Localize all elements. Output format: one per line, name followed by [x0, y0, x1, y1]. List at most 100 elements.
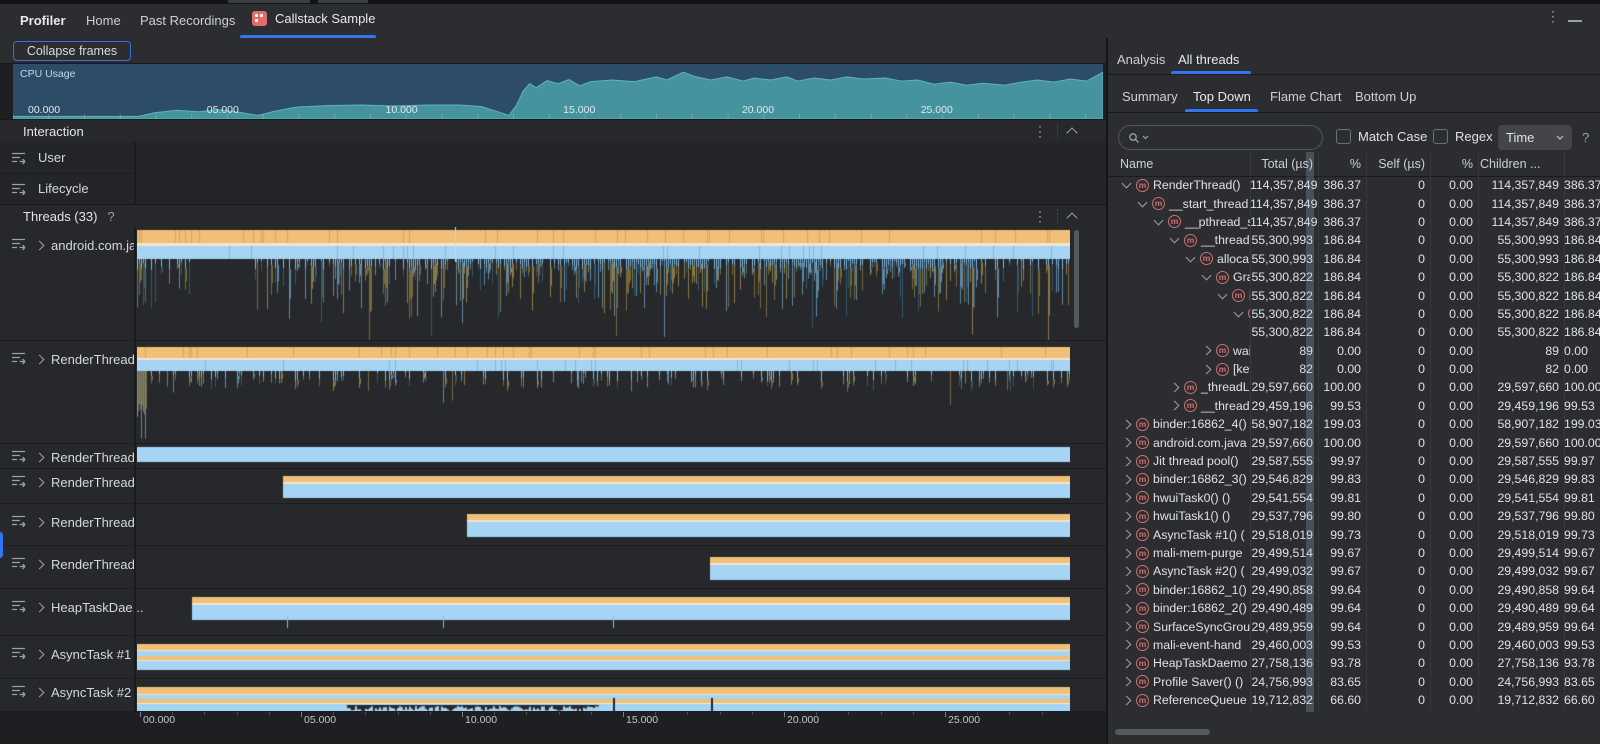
tab-all-threads[interactable]: All threads — [1178, 52, 1240, 67]
table-row[interactable]: m __start_thread 114,357,849 386.37 0 0.00 114… — [1108, 194, 1600, 212]
chevron-collapsed-icon[interactable] — [34, 517, 45, 528]
table-row[interactable]: m binder:16862_4() 58,907,182 199.03 0 0.00 58… — [1108, 415, 1600, 433]
table-row[interactable]: mGra55,300,822186.8400.0055,300,822186.8… — [1108, 268, 1600, 286]
chevron-collapsed-icon[interactable] — [1121, 640, 1132, 650]
collapse-section-icon[interactable] — [1066, 211, 1078, 224]
chevron-collapsed-icon[interactable] — [34, 452, 45, 463]
tree-table-header[interactable]: Name Total (µs)% Self (µs)% Children ... — [1108, 152, 1600, 177]
thread-label[interactable]: HeapTaskDae... — [0, 599, 144, 616]
kebab-menu-icon[interactable]: ⋮ — [1033, 123, 1047, 139]
thread-label[interactable]: AsyncTask #1 — [0, 646, 131, 663]
table-row[interactable]: m __thread 55,300,993 186.84 0 0.00 55,300,993… — [1108, 231, 1600, 249]
table-row[interactable]: m [ke 82 0.00 0 0.00 82 0.00 — [1108, 360, 1600, 378]
thread-row[interactable]: HeapTaskDae... — [0, 589, 1106, 636]
chevron-expanded-icon[interactable] — [1217, 289, 1228, 299]
table-row[interactable]: m binder:16862_3() 29,546,829 99.83 0 0.00 29,… — [1108, 470, 1600, 488]
chevron-expanded-icon[interactable] — [1121, 178, 1132, 189]
table-row[interactable]: m Profile Saver() () 24,756,993 83.65 0 0.00 2… — [1108, 673, 1600, 691]
thread-row[interactable]: RenderThread — [0, 469, 1106, 504]
chevron-collapsed-icon[interactable] — [34, 687, 45, 698]
thread-label[interactable]: RenderThread — [0, 474, 135, 491]
table-row[interactable]: m binder:16862_1() 29,490,858 99.64 0 0.00 29,… — [1108, 581, 1600, 599]
threads-help-icon[interactable]: ? — [107, 209, 115, 224]
chevron-collapsed-icon[interactable] — [1169, 382, 1180, 393]
chevron-collapsed-icon[interactable] — [1121, 419, 1132, 430]
table-row[interactable]: m RenderThread() 114,357,849 386.37 0 0.00 11… — [1108, 176, 1600, 194]
column-header[interactable]: Total (µs) — [1261, 157, 1313, 171]
cpu-usage-chart[interactable]: CPU Usage 00.000 05.000 10.000 15.000 20.000… — [13, 64, 1103, 119]
thread-label[interactable]: android.com.ja... — [0, 237, 147, 254]
chevron-collapsed-icon[interactable] — [34, 559, 45, 570]
chevron-collapsed-icon[interactable] — [1121, 566, 1132, 577]
thread-label[interactable]: RenderThread — [0, 556, 135, 573]
table-row[interactable]: m hwuiTask0() () 29,541,554 99.81 0 0.00 29,54… — [1108, 489, 1600, 507]
thread-track[interactable] — [137, 589, 1070, 635]
chevron-collapsed-icon[interactable] — [1121, 511, 1132, 522]
table-row[interactable]: m HeapTaskDaemo 27,758,136 93.78 0 0.00 27,758… — [1108, 654, 1600, 672]
menu-item-past-recordings[interactable]: Past Recordings — [140, 13, 236, 28]
search-help-icon[interactable]: ? — [1582, 130, 1590, 145]
chevron-collapsed-icon[interactable] — [34, 477, 45, 488]
tab-callstack-sample[interactable]: Callstack Sample — [252, 11, 375, 26]
chevron-collapsed-icon[interactable] — [1201, 345, 1212, 356]
table-row[interactable]: m __thread 29,459,196 99.53 0 0.00 29,459,196 9… — [1108, 397, 1600, 415]
chevron-expanded-icon[interactable] — [1233, 307, 1244, 318]
chevron-collapsed-icon[interactable] — [1121, 584, 1132, 595]
panel-divider[interactable] — [1106, 38, 1108, 744]
chevron-collapsed-icon[interactable] — [1121, 603, 1132, 614]
chevron-collapsed-icon[interactable] — [34, 649, 45, 660]
thread-row[interactable]: RenderThread — [0, 444, 1106, 469]
chevron-expanded-icon[interactable] — [1137, 197, 1148, 208]
thread-track[interactable] — [137, 444, 1070, 468]
thread-track[interactable] — [137, 546, 1070, 588]
time-filter-dropdown[interactable]: Time — [1498, 125, 1572, 150]
tab-analysis[interactable]: Analysis — [1117, 52, 1166, 67]
chevron-collapsed-icon[interactable] — [1121, 474, 1132, 485]
thread-track[interactable] — [137, 636, 1070, 678]
regex-option[interactable]: Regex — [1433, 129, 1493, 144]
table-row[interactable]: m ReferenceQueue 19,712,832 66.60 0 0.00 19,71… — [1108, 691, 1600, 709]
table-row[interactable]: m android.com.java 29,597,660 100.00 0 0.00 29… — [1108, 433, 1600, 451]
thread-label[interactable]: AsyncTask #2 — [0, 684, 131, 701]
chevron-collapsed-icon[interactable] — [1121, 548, 1132, 558]
chevron-collapsed-icon[interactable] — [1121, 456, 1132, 466]
menu-item-home[interactable]: Home — [86, 13, 121, 28]
collapse-frames-button[interactable]: Collapse frames — [13, 41, 131, 61]
column-header[interactable]: Name — [1120, 157, 1154, 171]
chevron-collapsed-icon[interactable] — [34, 602, 45, 613]
column-header[interactable]: % — [1349, 157, 1361, 171]
horizontal-scrollbar[interactable] — [1115, 729, 1210, 735]
thread-track[interactable] — [137, 469, 1070, 503]
table-row[interactable]: m mali-event-hand 29,460,003 99.53 0 0.00 29,4… — [1108, 636, 1600, 654]
chevron-collapsed-icon[interactable] — [1121, 676, 1132, 687]
match-case-checkbox[interactable] — [1336, 129, 1351, 144]
thread-track[interactable] — [137, 341, 1070, 443]
table-row[interactable]: m AsyncTask #1() (29,518,019 99.73 0 0.00 29,… — [1108, 525, 1600, 543]
chevron-collapsed-icon[interactable] — [1121, 658, 1132, 669]
chevron-collapsed-icon[interactable] — [1201, 364, 1212, 375]
thread-row[interactable]: RenderThread — [0, 341, 1106, 444]
interaction-row-lifecycle[interactable]: Lifecycle — [0, 173, 1106, 204]
interaction-section-header[interactable]: Interaction ⋮ — [0, 119, 1106, 144]
chevron-collapsed-icon[interactable] — [1121, 621, 1132, 632]
table-row[interactable]: m alloca 55,300,993 186.84 0 0.00 55,300,993 18… — [1108, 250, 1600, 268]
chevron-collapsed-icon[interactable] — [1169, 400, 1180, 411]
subtab-flame-chart[interactable]: Flame Chart — [1270, 89, 1342, 104]
chevron-expanded-icon[interactable] — [1153, 215, 1164, 226]
chevron-collapsed-icon[interactable] — [1121, 695, 1132, 706]
table-row[interactable]: m _threadL 29,597,660 100.00 0 0.00 29,597,660… — [1108, 378, 1600, 396]
chevron-expanded-icon[interactable] — [1201, 270, 1212, 281]
kebab-menu-icon[interactable]: ⋮ — [1033, 208, 1047, 224]
collapse-section-icon[interactable] — [1066, 126, 1078, 139]
table-row[interactable]: m __pthread_s 114,357,849 386.37 0 0.00 114,35… — [1108, 213, 1600, 231]
table-row[interactable]: m SurfaceSyncGrou 29,489,959 99.64 0 0.00 29,4… — [1108, 617, 1600, 635]
interaction-row-user[interactable]: User — [0, 142, 1106, 173]
chevron-collapsed-icon[interactable] — [34, 354, 45, 365]
thread-track[interactable] — [137, 227, 1070, 340]
kebab-menu-icon[interactable]: ⋮ — [1546, 8, 1560, 24]
table-row[interactable]: m binder:16862_2() 29,490,489 99.64 0 0.00 29,… — [1108, 599, 1600, 617]
table-row[interactable]: m Jit thread pool() 29,587,555 99.97 0 0.00 29… — [1108, 452, 1600, 470]
thread-label[interactable]: RenderThread — [0, 514, 135, 531]
